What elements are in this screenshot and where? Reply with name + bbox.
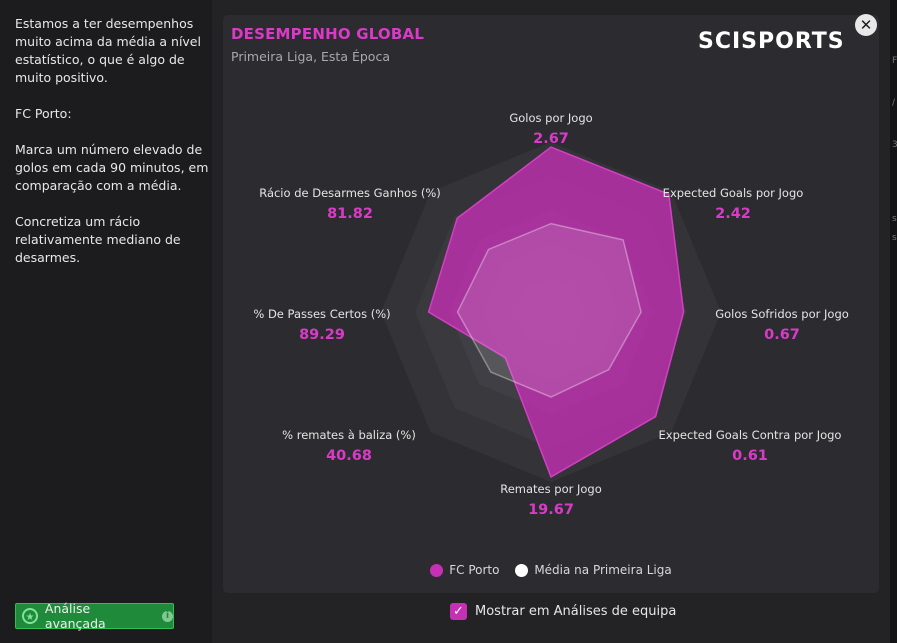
radar-axis-label: Expected Goals Contra por Jogo bbox=[659, 428, 842, 442]
chart-title: DESEMPENHO GLOBAL bbox=[231, 25, 425, 43]
show-in-team-analysis-toggle[interactable]: ✓ Mostrar em Análises de equipa bbox=[450, 603, 676, 620]
advanced-analysis-button[interactable]: ★ Análise avançada i bbox=[15, 601, 174, 631]
radar-axis-label: Expected Goals por Jogo bbox=[663, 186, 804, 200]
legend-item-team: FC Porto bbox=[430, 563, 499, 577]
legend-label-team: FC Porto bbox=[449, 563, 500, 577]
radar-series-league bbox=[456, 222, 642, 398]
radar-axis-label: Rácio de Desarmes Ganhos (%) bbox=[259, 186, 441, 200]
legend-item-league: Média na Primeira Liga bbox=[515, 563, 672, 577]
radar-axis-value: 0.61 bbox=[732, 448, 768, 464]
chart-card: DESEMPENHO GLOBAL Primeira Liga, Esta Ép… bbox=[223, 15, 879, 593]
show-in-team-analysis-label: Mostrar em Análises de equipa bbox=[475, 604, 677, 619]
radar-axis-label: Golos Sofridos por Jogo bbox=[715, 307, 849, 321]
radar-axis-value: 89.29 bbox=[299, 327, 345, 343]
radar-axis-label: % De Passes Certos (%) bbox=[253, 307, 390, 321]
radar-axis-value: 81.82 bbox=[327, 206, 373, 222]
chart-subtitle: Primeira Liga, Esta Época bbox=[231, 49, 390, 64]
legend-label-league: Média na Primeira Liga bbox=[534, 563, 672, 577]
insight-text: Estamos a ter desempenhos muito acima da… bbox=[15, 16, 209, 265]
radar-axis-label: % remates à baliza (%) bbox=[282, 428, 416, 442]
insight-panel: Estamos a ter desempenhos muito acima da… bbox=[0, 0, 212, 643]
legend-dot-league bbox=[515, 563, 529, 577]
bg-char: F bbox=[892, 56, 897, 66]
radar-axis-label: Remates por Jogo bbox=[500, 482, 602, 496]
info-icon[interactable]: i bbox=[162, 610, 173, 622]
bg-char: s bbox=[892, 233, 897, 243]
chart-legend: FC Porto Média na Primeira Liga bbox=[223, 563, 879, 580]
radar-axis-value: 19.67 bbox=[528, 502, 574, 518]
radar-axis-value: 2.67 bbox=[533, 131, 569, 147]
legend-dot-team bbox=[430, 563, 444, 577]
radar-axis-value: 2.42 bbox=[715, 206, 751, 222]
bg-char: 3 bbox=[892, 140, 897, 150]
scisports-logo: SCISPORTS bbox=[698, 29, 845, 54]
close-button[interactable]: ✕ bbox=[855, 14, 877, 36]
show-in-team-analysis-checkbox[interactable]: ✓ bbox=[450, 603, 467, 620]
radar-axis-value: 0.67 bbox=[764, 327, 800, 343]
radar-axis-label: Golos por Jogo bbox=[509, 111, 592, 125]
radar-axis-value: 40.68 bbox=[326, 448, 372, 464]
star-icon: ★ bbox=[22, 608, 38, 624]
bg-char: s bbox=[892, 214, 897, 224]
background-window-edge: F / 3 s s bbox=[890, 0, 897, 643]
bg-char: / bbox=[892, 98, 896, 108]
advanced-analysis-label: Análise avançada bbox=[44, 601, 106, 631]
radar-chart: Golos por Jogo 2.67 Expected Goals por Jog… bbox=[253, 111, 849, 518]
radar-series-team bbox=[427, 146, 685, 478]
